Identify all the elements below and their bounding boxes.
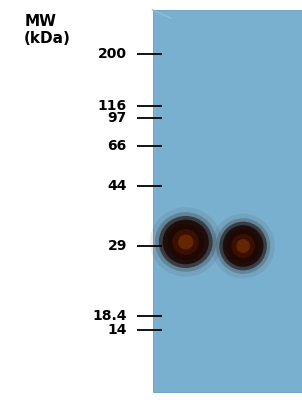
Ellipse shape <box>178 234 194 250</box>
Text: 14: 14 <box>107 323 127 337</box>
Ellipse shape <box>227 229 259 263</box>
Text: 97: 97 <box>108 111 127 125</box>
Text: 18.4: 18.4 <box>92 309 127 323</box>
Ellipse shape <box>172 229 199 255</box>
Ellipse shape <box>231 234 255 258</box>
Text: 66: 66 <box>108 139 127 153</box>
Text: 200: 200 <box>98 47 127 61</box>
Bar <box>153 10 302 392</box>
Ellipse shape <box>211 214 275 278</box>
Ellipse shape <box>150 207 222 277</box>
Ellipse shape <box>223 225 264 267</box>
Ellipse shape <box>167 224 204 260</box>
Ellipse shape <box>236 239 250 253</box>
Ellipse shape <box>162 220 209 264</box>
Text: 29: 29 <box>108 239 127 253</box>
Ellipse shape <box>219 222 267 270</box>
Text: 116: 116 <box>98 99 127 113</box>
Text: MW
(kDa): MW (kDa) <box>24 14 71 46</box>
Ellipse shape <box>155 212 217 272</box>
Text: 44: 44 <box>107 179 127 193</box>
Ellipse shape <box>216 218 270 274</box>
Ellipse shape <box>159 216 213 268</box>
